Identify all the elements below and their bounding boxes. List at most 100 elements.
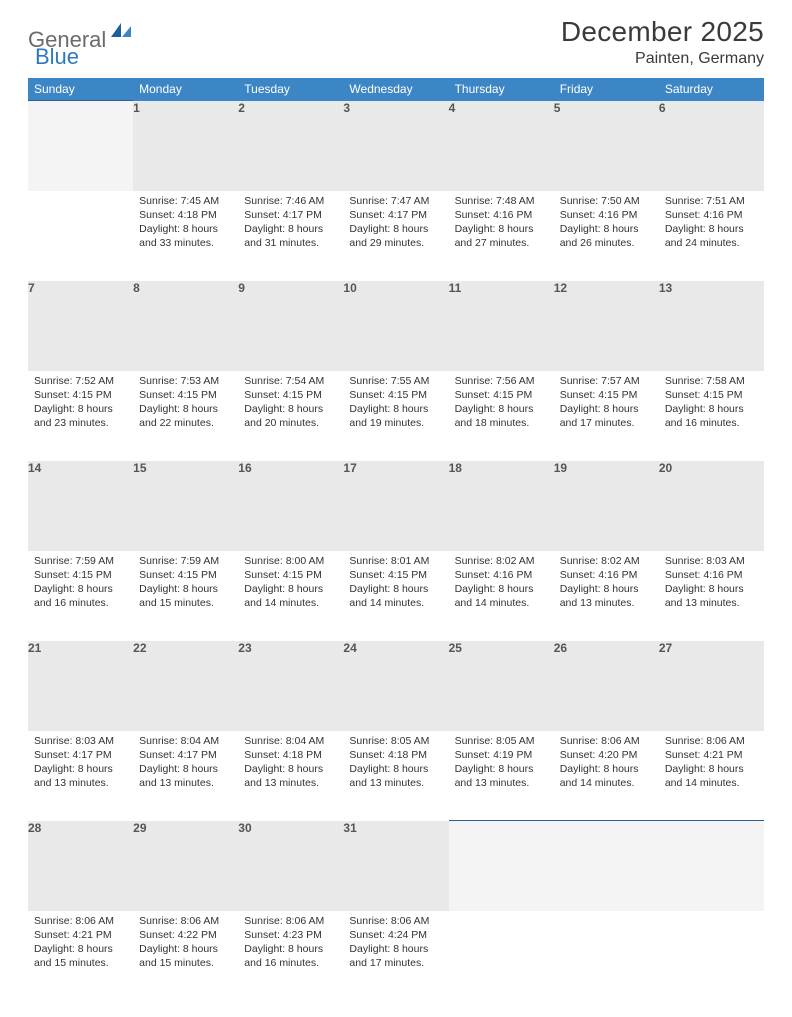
day-number: 19 bbox=[554, 461, 659, 551]
daylight-line-2: and 19 minutes. bbox=[349, 416, 442, 430]
day-content: Sunrise: 7:46 AMSunset: 4:17 PMDaylight:… bbox=[238, 191, 343, 253]
day-cell bbox=[28, 191, 133, 281]
content-row: Sunrise: 8:06 AMSunset: 4:21 PMDaylight:… bbox=[28, 911, 764, 1001]
day-cell: Sunrise: 7:59 AMSunset: 4:15 PMDaylight:… bbox=[28, 551, 133, 641]
day-cell: Sunrise: 8:06 AMSunset: 4:21 PMDaylight:… bbox=[659, 731, 764, 821]
daylight-line-2: and 24 minutes. bbox=[665, 236, 758, 250]
day-cell: Sunrise: 7:58 AMSunset: 4:15 PMDaylight:… bbox=[659, 371, 764, 461]
daylight-line-1: Daylight: 8 hours bbox=[244, 402, 337, 416]
daylight-line-1: Daylight: 8 hours bbox=[244, 222, 337, 236]
weekday-header: Sunday bbox=[28, 78, 133, 101]
day-cell bbox=[659, 911, 764, 1001]
day-content: Sunrise: 8:00 AMSunset: 4:15 PMDaylight:… bbox=[238, 551, 343, 613]
day-cell: Sunrise: 8:03 AMSunset: 4:16 PMDaylight:… bbox=[659, 551, 764, 641]
day-cell bbox=[449, 911, 554, 1001]
day-cell: Sunrise: 7:53 AMSunset: 4:15 PMDaylight:… bbox=[133, 371, 238, 461]
day-number: 23 bbox=[238, 641, 343, 731]
day-number: 20 bbox=[659, 461, 764, 551]
day-cell: Sunrise: 8:05 AMSunset: 4:18 PMDaylight:… bbox=[343, 731, 448, 821]
daylight-line-1: Daylight: 8 hours bbox=[34, 762, 127, 776]
day-content: Sunrise: 8:05 AMSunset: 4:19 PMDaylight:… bbox=[449, 731, 554, 793]
day-content: Sunrise: 8:04 AMSunset: 4:18 PMDaylight:… bbox=[238, 731, 343, 793]
sunrise-line: Sunrise: 8:02 AM bbox=[560, 554, 653, 568]
day-content: Sunrise: 8:02 AMSunset: 4:16 PMDaylight:… bbox=[554, 551, 659, 613]
day-cell: Sunrise: 8:02 AMSunset: 4:16 PMDaylight:… bbox=[449, 551, 554, 641]
daylight-line-2: and 14 minutes. bbox=[244, 596, 337, 610]
day-cell: Sunrise: 7:54 AMSunset: 4:15 PMDaylight:… bbox=[238, 371, 343, 461]
daylight-line-1: Daylight: 8 hours bbox=[34, 942, 127, 956]
daylight-line-2: and 13 minutes. bbox=[349, 776, 442, 790]
sunrise-line: Sunrise: 7:46 AM bbox=[244, 194, 337, 208]
daylight-line-2: and 26 minutes. bbox=[560, 236, 653, 250]
daylight-line-1: Daylight: 8 hours bbox=[139, 222, 232, 236]
weekday-row: SundayMondayTuesdayWednesdayThursdayFrid… bbox=[28, 78, 764, 101]
day-cell: Sunrise: 8:06 AMSunset: 4:20 PMDaylight:… bbox=[554, 731, 659, 821]
day-content: Sunrise: 8:06 AMSunset: 4:24 PMDaylight:… bbox=[343, 911, 448, 973]
daylight-line-2: and 29 minutes. bbox=[349, 236, 442, 250]
sunrise-line: Sunrise: 8:06 AM bbox=[665, 734, 758, 748]
daylight-line-1: Daylight: 8 hours bbox=[455, 222, 548, 236]
logo-text-blue: Blue bbox=[35, 44, 79, 70]
sunrise-line: Sunrise: 8:06 AM bbox=[560, 734, 653, 748]
sunrise-line: Sunrise: 8:02 AM bbox=[455, 554, 548, 568]
sunset-line: Sunset: 4:21 PM bbox=[665, 748, 758, 762]
day-number: 2 bbox=[238, 101, 343, 191]
day-cell: Sunrise: 8:04 AMSunset: 4:17 PMDaylight:… bbox=[133, 731, 238, 821]
daylight-line-1: Daylight: 8 hours bbox=[665, 582, 758, 596]
sail-icon bbox=[110, 22, 132, 43]
day-cell: Sunrise: 7:45 AMSunset: 4:18 PMDaylight:… bbox=[133, 191, 238, 281]
daylight-line-2: and 14 minutes. bbox=[665, 776, 758, 790]
sunrise-line: Sunrise: 7:56 AM bbox=[455, 374, 548, 388]
sunrise-line: Sunrise: 8:00 AM bbox=[244, 554, 337, 568]
sunset-line: Sunset: 4:18 PM bbox=[349, 748, 442, 762]
day-cell: Sunrise: 8:06 AMSunset: 4:21 PMDaylight:… bbox=[28, 911, 133, 1001]
daylight-line-1: Daylight: 8 hours bbox=[560, 222, 653, 236]
sunrise-line: Sunrise: 7:50 AM bbox=[560, 194, 653, 208]
sunset-line: Sunset: 4:15 PM bbox=[34, 568, 127, 582]
day-cell bbox=[554, 911, 659, 1001]
sunrise-line: Sunrise: 8:03 AM bbox=[34, 734, 127, 748]
sunrise-line: Sunrise: 8:06 AM bbox=[349, 914, 442, 928]
day-number: 21 bbox=[28, 641, 133, 731]
sunrise-line: Sunrise: 7:57 AM bbox=[560, 374, 653, 388]
daylight-line-1: Daylight: 8 hours bbox=[349, 942, 442, 956]
day-cell: Sunrise: 8:06 AMSunset: 4:22 PMDaylight:… bbox=[133, 911, 238, 1001]
day-number: 14 bbox=[28, 461, 133, 551]
daylight-line-1: Daylight: 8 hours bbox=[349, 402, 442, 416]
calendar-table: SundayMondayTuesdayWednesdayThursdayFrid… bbox=[28, 78, 764, 1001]
day-content: Sunrise: 8:06 AMSunset: 4:20 PMDaylight:… bbox=[554, 731, 659, 793]
daylight-line-1: Daylight: 8 hours bbox=[560, 582, 653, 596]
sunset-line: Sunset: 4:16 PM bbox=[665, 208, 758, 222]
sunset-line: Sunset: 4:15 PM bbox=[244, 388, 337, 402]
daylight-line-2: and 31 minutes. bbox=[244, 236, 337, 250]
day-content: Sunrise: 7:47 AMSunset: 4:17 PMDaylight:… bbox=[343, 191, 448, 253]
day-cell: Sunrise: 7:59 AMSunset: 4:15 PMDaylight:… bbox=[133, 551, 238, 641]
sunset-line: Sunset: 4:17 PM bbox=[244, 208, 337, 222]
sunrise-line: Sunrise: 7:53 AM bbox=[139, 374, 232, 388]
day-number-empty bbox=[449, 821, 554, 911]
daylight-line-1: Daylight: 8 hours bbox=[455, 582, 548, 596]
day-number: 17 bbox=[343, 461, 448, 551]
day-content: Sunrise: 8:06 AMSunset: 4:21 PMDaylight:… bbox=[659, 731, 764, 793]
calendar-head: SundayMondayTuesdayWednesdayThursdayFrid… bbox=[28, 78, 764, 101]
sunset-line: Sunset: 4:15 PM bbox=[665, 388, 758, 402]
day-number: 8 bbox=[133, 281, 238, 371]
day-number: 10 bbox=[343, 281, 448, 371]
daynum-row: 14151617181920 bbox=[28, 461, 764, 551]
daylight-line-2: and 15 minutes. bbox=[139, 956, 232, 970]
daylight-line-1: Daylight: 8 hours bbox=[349, 222, 442, 236]
weekday-header: Monday bbox=[133, 78, 238, 101]
day-cell: Sunrise: 8:05 AMSunset: 4:19 PMDaylight:… bbox=[449, 731, 554, 821]
day-content: Sunrise: 8:03 AMSunset: 4:17 PMDaylight:… bbox=[28, 731, 133, 793]
sunrise-line: Sunrise: 8:04 AM bbox=[139, 734, 232, 748]
day-content: Sunrise: 7:59 AMSunset: 4:15 PMDaylight:… bbox=[28, 551, 133, 613]
daylight-line-2: and 23 minutes. bbox=[34, 416, 127, 430]
daylight-line-1: Daylight: 8 hours bbox=[349, 582, 442, 596]
sunset-line: Sunset: 4:15 PM bbox=[34, 388, 127, 402]
day-content: Sunrise: 7:48 AMSunset: 4:16 PMDaylight:… bbox=[449, 191, 554, 253]
day-number: 29 bbox=[133, 821, 238, 911]
day-number-empty bbox=[554, 821, 659, 911]
sunset-line: Sunset: 4:19 PM bbox=[455, 748, 548, 762]
day-content: Sunrise: 7:45 AMSunset: 4:18 PMDaylight:… bbox=[133, 191, 238, 253]
weekday-header: Friday bbox=[554, 78, 659, 101]
